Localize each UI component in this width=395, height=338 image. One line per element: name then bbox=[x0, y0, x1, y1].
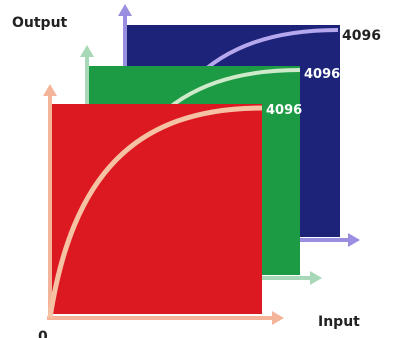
red-panel bbox=[50, 104, 262, 314]
green-x-arrowhead bbox=[310, 271, 322, 285]
blue-max-label: 4096 bbox=[342, 28, 381, 44]
red-x-arrowhead bbox=[272, 311, 284, 325]
red-max-label: 4096 bbox=[266, 103, 302, 118]
red-channel-layer bbox=[43, 84, 284, 325]
red-y-arrowhead bbox=[43, 84, 57, 96]
blue-y-arrowhead bbox=[118, 4, 132, 16]
origin-label: 0 bbox=[38, 329, 48, 338]
red-curve bbox=[47, 105, 263, 319]
blue-x-arrowhead bbox=[348, 233, 360, 247]
input-label: Input bbox=[318, 314, 360, 330]
output-label: Output bbox=[12, 15, 68, 31]
green-max-label: 4096 bbox=[304, 67, 340, 82]
green-y-arrowhead bbox=[80, 45, 94, 57]
